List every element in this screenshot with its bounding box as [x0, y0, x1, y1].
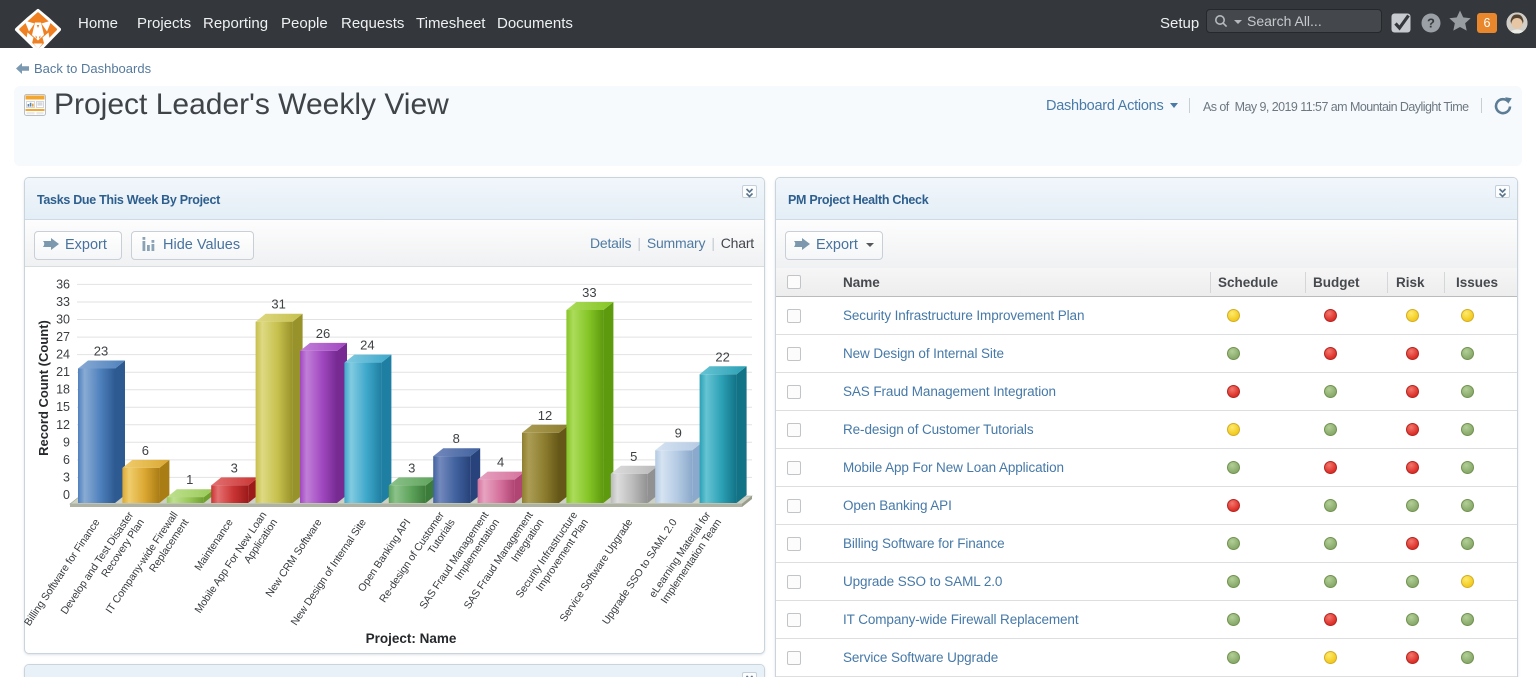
svg-text:30: 30 [56, 313, 70, 327]
svg-text:8: 8 [453, 431, 460, 446]
svg-text:31: 31 [271, 297, 285, 312]
svg-text:24: 24 [360, 338, 374, 353]
svg-text:9: 9 [63, 435, 70, 449]
svg-text:36: 36 [56, 277, 70, 291]
svg-text:?: ? [1427, 16, 1435, 31]
svg-text:21: 21 [56, 365, 70, 379]
svg-text:Project: Name: Project: Name [366, 631, 457, 646]
svg-text:eLearning Material forImplemen: eLearning Material forImplementation Tea… [647, 509, 724, 607]
svg-text:3: 3 [63, 470, 70, 484]
svg-text:24: 24 [56, 348, 70, 362]
svg-text:3: 3 [231, 460, 238, 475]
svg-text:4: 4 [497, 455, 504, 470]
svg-text:New Design of Internal Site: New Design of Internal Site [289, 517, 369, 628]
svg-text:23: 23 [94, 344, 108, 359]
svg-text:6: 6 [142, 443, 149, 458]
svg-text:26: 26 [316, 326, 330, 341]
svg-text:33: 33 [56, 295, 70, 309]
svg-text:12: 12 [56, 418, 70, 432]
svg-text:9: 9 [675, 425, 682, 440]
svg-text:1: 1 [186, 472, 193, 487]
svg-text:Record Count (Count): Record Count (Count) [36, 320, 51, 456]
svg-text:18: 18 [56, 383, 70, 397]
svg-text:22: 22 [715, 349, 729, 364]
svg-text:6: 6 [63, 453, 70, 467]
svg-text:5: 5 [630, 449, 637, 464]
svg-text:33: 33 [582, 285, 596, 300]
svg-text:15: 15 [56, 400, 70, 414]
svg-text:12: 12 [538, 408, 552, 423]
svg-text:27: 27 [56, 330, 70, 344]
svg-text:3: 3 [408, 460, 415, 475]
svg-text:0: 0 [63, 488, 70, 502]
